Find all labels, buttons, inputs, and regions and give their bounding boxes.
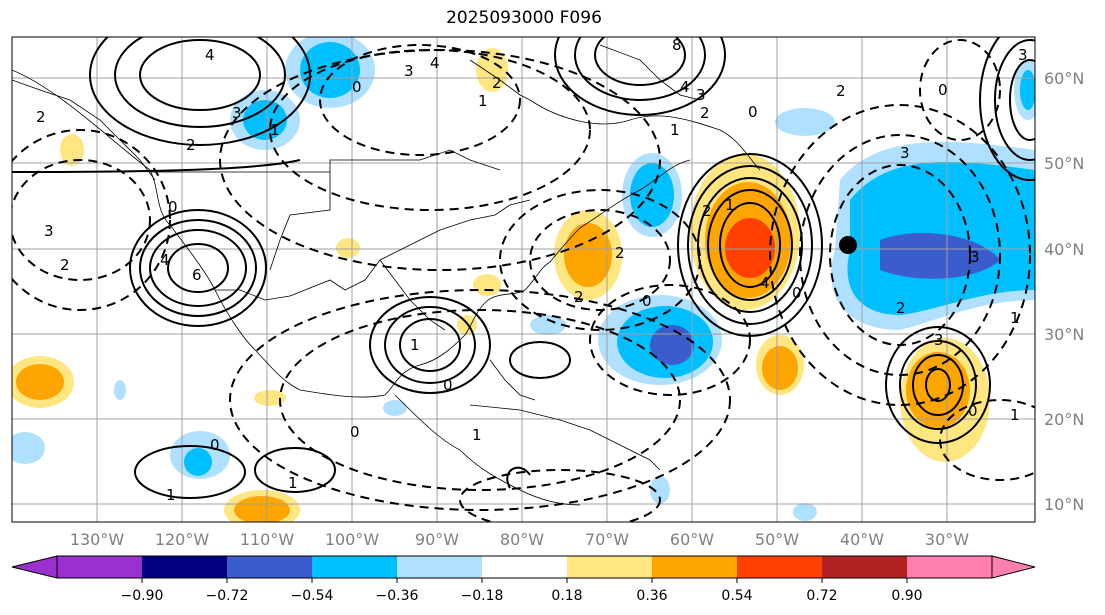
svg-text:2: 2 [896, 299, 906, 317]
svg-text:2: 2 [702, 202, 712, 220]
svg-text:60°W: 60°W [670, 530, 714, 549]
graticule [12, 37, 1035, 522]
solid-contours [12, 37, 1035, 499]
colorbar-tick: 0.18 [551, 588, 582, 604]
svg-text:1: 1 [166, 486, 176, 504]
colorbar-seg-9 [737, 556, 822, 578]
svg-text:90°W: 90°W [415, 530, 459, 549]
svg-text:8: 8 [672, 36, 682, 54]
colorbar-seg-8 [652, 556, 737, 578]
svg-text:70°W: 70°W [585, 530, 629, 549]
svg-text:1: 1 [670, 121, 680, 139]
svg-text:110°W: 110°W [240, 530, 295, 549]
colorbar-seg-11 [907, 556, 992, 578]
svg-text:2: 2 [36, 108, 46, 126]
colorbar-seg-4 [312, 556, 397, 578]
dashed-contours [12, 39, 1035, 522]
colorbar-seg-7 [567, 556, 652, 578]
svg-text:0: 0 [642, 292, 652, 310]
colorbar-arrow-right [991, 555, 1036, 579]
colorbar-tick: 0.72 [806, 588, 837, 604]
contour-labels: 4 3 2 2 1 0 3 4 2 1 8 4 3 2 1 0 2 0 3 3 … [36, 36, 1028, 504]
svg-text:50°W: 50°W [755, 530, 799, 549]
svg-text:130°W: 130°W [70, 530, 125, 549]
svg-text:4: 4 [430, 54, 440, 72]
colorbar-seg-10 [822, 556, 907, 578]
svg-text:3: 3 [900, 144, 910, 162]
svg-text:2: 2 [574, 288, 584, 306]
colorbar-seg-2 [142, 556, 227, 578]
coastlines [12, 44, 761, 506]
colorbar-arrow-left [11, 555, 58, 579]
colorbar: −0.90 −0.72 −0.54 −0.36 −0.18 0.18 0.36 … [11, 555, 1036, 604]
colorbar-tick: −0.72 [206, 588, 249, 604]
map-title: 2025093000 F096 [446, 8, 602, 28]
colorbar-tick: 0.36 [636, 588, 667, 604]
svg-text:4: 4 [680, 78, 690, 96]
svg-text:10°N: 10°N [1044, 495, 1084, 514]
storm-center-marker [839, 236, 857, 254]
svg-text:4: 4 [760, 274, 770, 292]
svg-text:30°W: 30°W [925, 530, 969, 549]
map-frame [11, 36, 1036, 523]
svg-text:1: 1 [472, 426, 482, 444]
svg-text:40°N: 40°N [1044, 240, 1084, 259]
svg-text:20°N: 20°N [1044, 410, 1084, 429]
colorbar-tick: 0.54 [721, 588, 752, 604]
colorbar-seg-3 [227, 556, 312, 578]
svg-text:6: 6 [192, 266, 202, 284]
latitude-labels: 60°N 50°N 40°N 30°N 20°N 10°N [1044, 69, 1084, 514]
svg-text:1: 1 [288, 474, 298, 492]
svg-text:0: 0 [210, 436, 220, 454]
svg-text:0: 0 [748, 103, 758, 121]
svg-text:3: 3 [44, 222, 54, 240]
colorbar-seg-1 [57, 556, 142, 578]
svg-text:4: 4 [205, 46, 215, 64]
colorbar-seg-5 [397, 556, 482, 578]
svg-text:3: 3 [934, 331, 944, 349]
svg-text:0: 0 [938, 81, 948, 99]
svg-text:1: 1 [1010, 406, 1020, 424]
colorbar-tick: −0.36 [376, 588, 419, 604]
svg-text:1: 1 [410, 336, 420, 354]
colorbar-tick: 0.90 [891, 588, 922, 604]
svg-text:120°W: 120°W [155, 530, 210, 549]
svg-text:4: 4 [160, 251, 170, 269]
longitude-labels: 130°W 120°W 110°W 100°W 90°W 80°W 70°W 6… [70, 530, 969, 549]
svg-text:60°N: 60°N [1044, 69, 1084, 88]
svg-text:40°W: 40°W [840, 530, 884, 549]
svg-text:0: 0 [352, 78, 362, 96]
svg-text:50°N: 50°N [1044, 154, 1084, 173]
svg-text:2: 2 [700, 104, 710, 122]
svg-text:1: 1 [478, 92, 488, 110]
svg-text:2: 2 [186, 136, 196, 154]
svg-text:3: 3 [970, 248, 980, 266]
svg-text:1: 1 [725, 196, 735, 214]
svg-text:2: 2 [615, 244, 625, 262]
colorbar-tick: −0.54 [291, 588, 334, 604]
svg-text:3: 3 [404, 62, 414, 80]
svg-text:1: 1 [1010, 309, 1020, 327]
svg-text:30°N: 30°N [1044, 325, 1084, 344]
svg-text:2: 2 [60, 256, 70, 274]
svg-text:3: 3 [232, 104, 242, 122]
svg-text:3: 3 [1018, 46, 1028, 64]
colorbar-tick: −0.18 [461, 588, 504, 604]
svg-text:0: 0 [443, 376, 453, 394]
svg-text:3: 3 [696, 86, 706, 104]
svg-text:2: 2 [836, 82, 846, 100]
svg-text:0: 0 [350, 423, 360, 441]
svg-text:2: 2 [492, 74, 502, 92]
colorbar-tick: −0.90 [121, 588, 164, 604]
svg-text:0: 0 [168, 198, 178, 216]
svg-text:1: 1 [270, 121, 280, 139]
svg-text:80°W: 80°W [500, 530, 544, 549]
svg-text:0: 0 [792, 284, 802, 302]
colorbar-seg-6 [482, 556, 567, 578]
svg-text:0: 0 [968, 402, 978, 420]
svg-text:100°W: 100°W [325, 530, 380, 549]
